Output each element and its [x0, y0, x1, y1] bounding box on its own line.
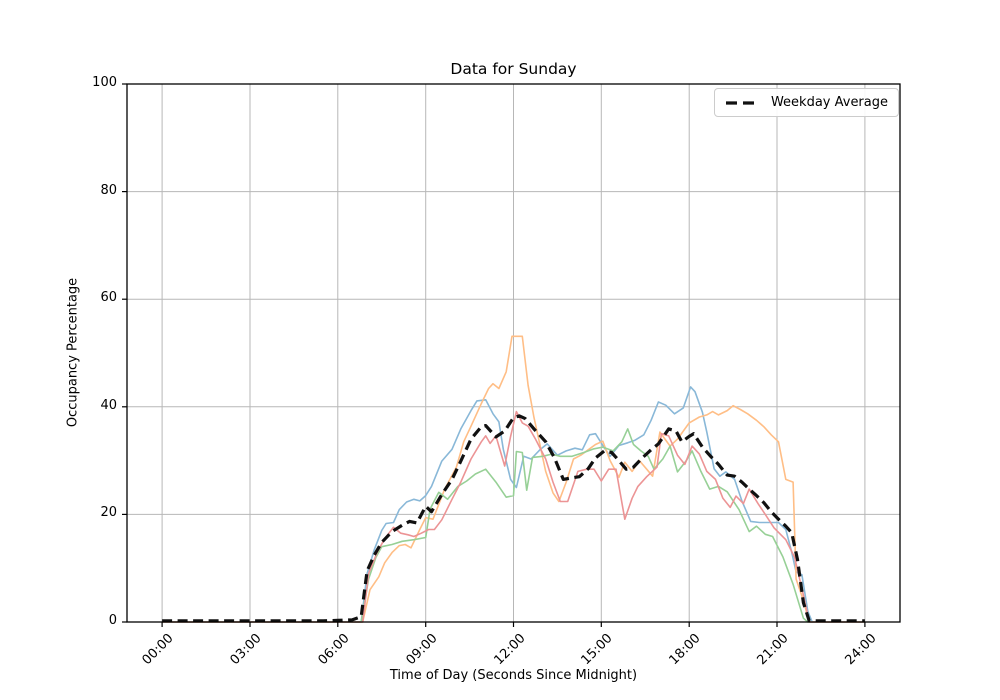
chart-title: Data for Sunday [450, 60, 577, 78]
legend: Weekday Average [713, 88, 899, 117]
series-weekday-average [162, 414, 865, 623]
y-tick-label-40: 40 [100, 397, 117, 413]
y-tick-label-0: 0 [108, 613, 117, 628]
y-tick-label-80: 80 [100, 182, 117, 198]
y-tick-label-100: 100 [92, 75, 117, 90]
y-axis-label: Occupancy Percentage [65, 277, 81, 428]
legend-dashed-line-sample [725, 100, 760, 105]
y-tick-label-60: 60 [100, 290, 117, 306]
x-axis-label: Time of Day (Seconds Since Midnight) [389, 668, 638, 683]
legend-label: Weekday Average [770, 95, 888, 110]
y-tick-label-20: 20 [100, 505, 117, 521]
